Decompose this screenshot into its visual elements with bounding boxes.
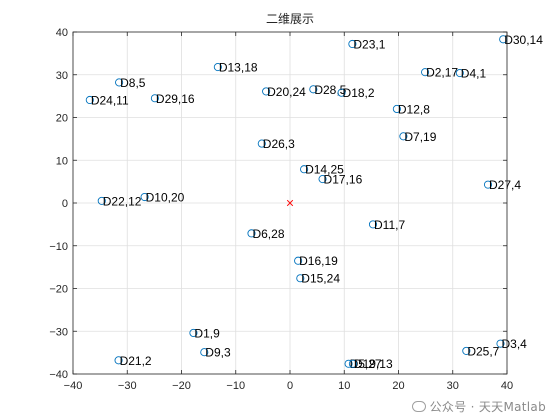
chart-title: 二维展示: [266, 12, 314, 26]
data-point-marker: [318, 175, 327, 184]
x-tick-label: 30: [447, 380, 459, 392]
watermark-text: 公众号 · 天天Matlab: [429, 400, 546, 414]
data-point-marker: [296, 274, 305, 283]
data-point-marker: [348, 39, 357, 49]
y-tick-label: 20: [56, 113, 68, 125]
data-point-marker: [392, 104, 401, 113]
data-point-marker: [213, 63, 222, 72]
data-point-label: D3,4: [501, 337, 527, 351]
data-point-marker: [189, 328, 198, 338]
data-point-marker: [294, 256, 303, 265]
data-point-label: D1,9: [194, 326, 220, 340]
data-point-marker: [421, 68, 430, 77]
data-point-label: D8,5: [120, 76, 146, 90]
y-tick-label: −40: [49, 369, 68, 381]
tick-marks: [72, 31, 508, 375]
data-point-marker: [455, 68, 464, 78]
y-tick-label: −20: [49, 284, 68, 296]
data-point-marker: [200, 348, 209, 357]
data-point-label: D29,16: [156, 92, 195, 106]
data-point-label: D27,4: [489, 178, 521, 192]
data-point-label: D22,12: [103, 194, 142, 208]
x-tick-label: −30: [118, 380, 137, 392]
x-tick-label: −40: [64, 380, 83, 392]
data-point-marker: [114, 356, 123, 365]
center-marker: [286, 199, 294, 207]
data-point-label: D30,14: [504, 33, 543, 47]
data-point-label: D9,3: [205, 346, 231, 360]
data-point-marker: [462, 346, 471, 355]
watermark: 公众号 · 天天Matlab: [411, 398, 546, 415]
data-point-label: D10,20: [146, 191, 185, 205]
data-point-label: D18,2: [343, 86, 375, 100]
y-tick-label: 40: [56, 27, 68, 39]
x-tick-label: 40: [501, 380, 513, 392]
x-tick-label: −10: [226, 380, 245, 392]
data-point-label: D26,3: [263, 137, 295, 151]
x-tick-label: 20: [392, 380, 404, 392]
data-point-label: D16,19: [299, 254, 338, 268]
x-tick-label: 0: [287, 380, 293, 392]
data-point-marker: [150, 94, 159, 103]
data-point-marker: [309, 85, 318, 94]
data-point-marker: [115, 78, 124, 87]
data-point-marker: [483, 180, 493, 189]
data-point-marker: [85, 95, 94, 105]
data-point-label: D28,5: [314, 83, 346, 97]
data-point-marker: [247, 229, 256, 238]
data-point-marker: [368, 220, 378, 229]
data-point-label: D20,24: [267, 85, 306, 99]
data-point-label: D21,2: [120, 354, 152, 368]
tick-labels: −40 −30 −20 −10 0 10 20 30 40 −40 −30 −20 −10 0 10 20 30…: [49, 27, 513, 392]
y-tick-label: 0: [62, 198, 68, 210]
y-tick-label: 30: [56, 70, 68, 82]
data-point-label: D5,27: [350, 357, 382, 371]
data-point-marker: [140, 192, 149, 202]
data-point-label: D19,13: [354, 357, 393, 371]
data-point-marker: [97, 196, 106, 205]
data-point-marker: [344, 359, 353, 368]
data-point-label: D13,18: [219, 61, 258, 75]
data-point-marker: [257, 139, 266, 148]
data-point-label: D15,24: [301, 272, 340, 286]
data-point-marker: [399, 132, 408, 141]
data-points: D23,1 D30,14 D13,18 D2,17 D4,1 D8,5 D28,5 D20,2…: [85, 33, 543, 371]
data-point-label: D14,25: [305, 163, 344, 177]
data-point-label: D7,19: [404, 130, 436, 144]
data-point-marker: [300, 165, 309, 174]
data-point-label: D12,8: [398, 102, 430, 116]
data-point-label: D23,1: [353, 37, 385, 51]
data-point-label: D25,7: [467, 344, 499, 358]
x-tick-label: 10: [338, 380, 350, 392]
center-marker-group: [286, 199, 294, 207]
data-point-label: D24,11: [91, 93, 129, 107]
data-point-label: D11,7: [374, 218, 405, 232]
data-point-marker: [496, 339, 505, 348]
data-point-label: D4,1: [461, 67, 487, 81]
data-point-marker: [262, 87, 271, 96]
data-point-label: D6,28: [252, 227, 284, 241]
data-point-marker: [348, 359, 357, 368]
data-point-label: D17,16: [324, 173, 363, 187]
y-tick-label: −30: [49, 326, 68, 338]
y-tick-label: 10: [56, 155, 68, 167]
data-point-marker: [337, 88, 346, 97]
y-tick-label: −10: [49, 241, 68, 253]
data-point-label: D2,17: [426, 66, 458, 80]
wechat-icon: [411, 401, 426, 412]
x-tick-label: −20: [172, 380, 191, 392]
